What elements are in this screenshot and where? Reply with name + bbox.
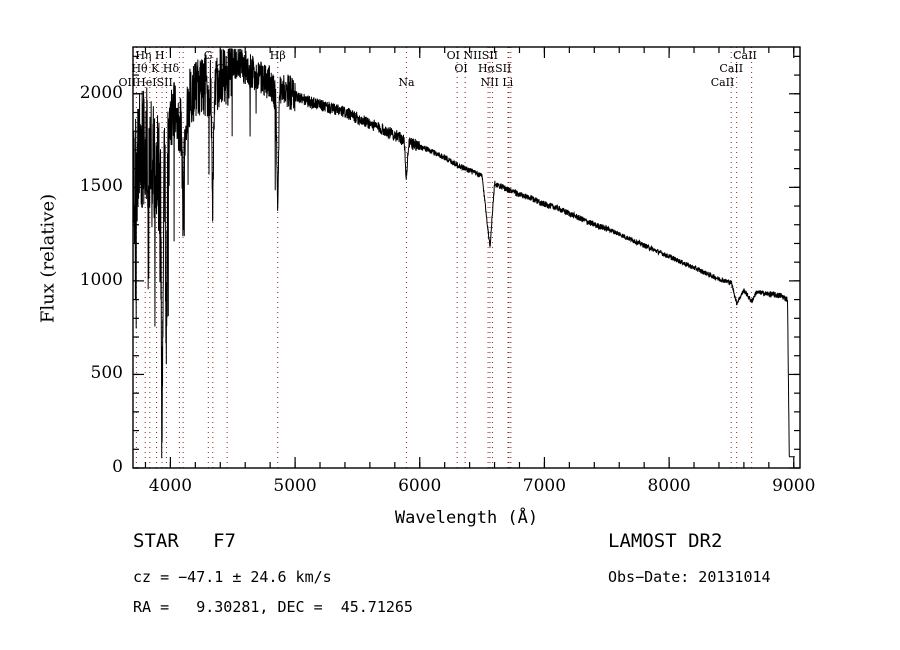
spectral-line-label: Hθ K Hδ (131, 62, 180, 75)
x-tick-label: 8000 (647, 476, 691, 496)
y-tick-label: 500 (90, 363, 123, 384)
y-tick-label: 1500 (79, 176, 123, 197)
spectral-line-label: NII Li (480, 76, 514, 89)
spectral-line-label: CaII (719, 62, 744, 75)
spectral-line-label: HαSII (478, 62, 512, 75)
spectral-line-label: OIIHeISII (118, 76, 173, 89)
x-tick-label: 5000 (273, 476, 317, 496)
spectral-line-label: G (203, 49, 213, 62)
spectral-line-label: OI (454, 62, 468, 75)
clip-right (801, 0, 900, 650)
line-marker-group (135, 47, 753, 468)
clip-left (0, 0, 133, 650)
spectral-line-label: Na (398, 76, 415, 89)
spectral-line-label: CaII (710, 76, 735, 89)
plot-frame (132, 46, 801, 469)
spectrum-trace (132, 48, 795, 459)
x-tick-label: 4000 (148, 476, 193, 496)
x-tick-label: 7000 (522, 476, 567, 496)
y-tick-label: 2000 (79, 82, 123, 103)
figure-footer: STAR F7 cz = −47.1 ± 24.6 km/s RA = 9.30… (0, 530, 900, 640)
survey-label: LAMOST DR2 (608, 530, 723, 552)
y-tick-label: 1000 (79, 269, 123, 290)
x-axis-label: Wavelength (Å) (394, 508, 539, 528)
obs-date-label: Obs−Date: 20131014 (608, 568, 771, 586)
spectral-line-label: OI NIISII (446, 49, 499, 62)
spectral-line-label: Hη H (135, 49, 165, 62)
clip-top (0, 0, 900, 47)
object-class-line: STAR F7 (133, 530, 236, 552)
x-tick-label: 9000 (772, 476, 816, 496)
spectral-line-label: CaII (733, 49, 757, 62)
y-tick-label: 0 (112, 457, 123, 477)
spectral-line-label: CaI (215, 62, 236, 75)
x-tick-label: 6000 (398, 476, 442, 496)
spectral-line-label: Hβ (269, 49, 286, 62)
clip-bottom (0, 469, 900, 650)
y-axis-label: Flux (relative) (37, 193, 59, 324)
radial-velocity-line: cz = −47.1 ± 24.6 km/s (133, 568, 332, 586)
coordinates-line: RA = 9.30281, DEC = 45.71265 (133, 598, 413, 616)
